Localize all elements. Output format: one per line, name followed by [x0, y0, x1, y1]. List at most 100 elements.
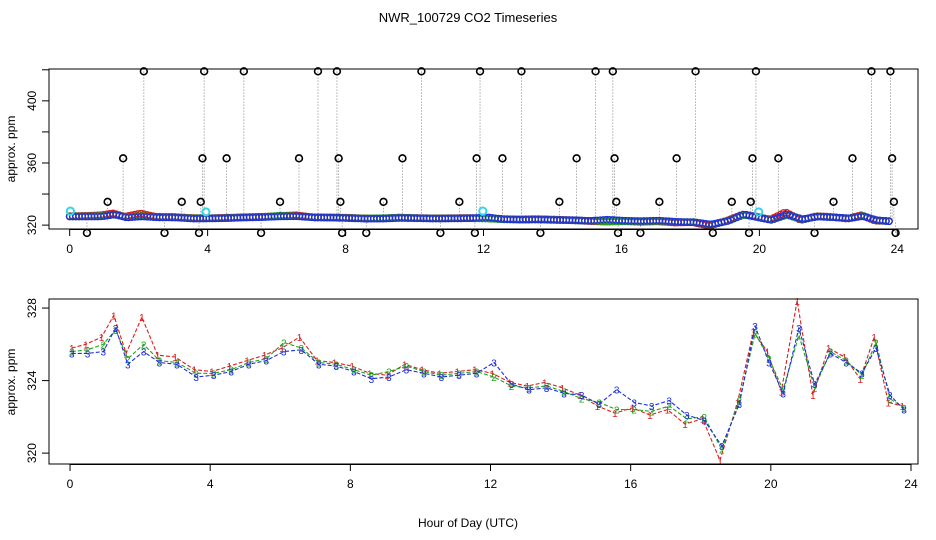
bottom-marker-1: 1: [297, 333, 303, 344]
bottom-marker-1: 1: [842, 353, 848, 364]
bottom-x-tick-label: 24: [904, 477, 918, 491]
bottom-x-tick-label: 12: [484, 477, 498, 491]
bottom-marker-2: 2: [299, 344, 305, 355]
top-open-circle: [194, 228, 204, 238]
top-open-circle: [196, 197, 205, 207]
top-open-circle: [848, 154, 857, 163]
bottom-plot-frame: [48, 298, 919, 465]
bottom-marker-3: 3: [873, 344, 879, 355]
top-open-circle: [275, 197, 285, 207]
bottom-marker-1: 1: [279, 344, 285, 355]
top-x-tick-label: 8: [342, 242, 349, 256]
top-open-circle: [294, 154, 304, 163]
bottom-marker-2: 2: [796, 331, 802, 342]
top-open-circle: [746, 197, 755, 207]
bottom-marker-2: 2: [780, 386, 786, 397]
bottom-marker-2: 2: [859, 371, 865, 382]
bottom-marker-2: 2: [421, 368, 427, 379]
bottom-marker-1: 1: [826, 344, 832, 355]
bottom-marker-3: 3: [281, 348, 287, 359]
bottom-marker-1: 1: [155, 351, 161, 362]
bottom-marker-3: 3: [828, 349, 834, 360]
bottom-marker-1: 1: [857, 375, 863, 386]
bottom-y-axis-label: approx. ppm: [4, 349, 18, 416]
top-open-circle: [708, 228, 718, 238]
bottom-marker-1: 1: [489, 369, 495, 380]
top-open-circle: [337, 228, 347, 238]
bottom-marker-3: 3: [796, 324, 802, 335]
top-marker-blue: [885, 217, 893, 226]
bottom-marker-2: 2: [193, 369, 199, 380]
top-marker-cyan: [478, 206, 488, 216]
bottom-marker-1: 1: [779, 387, 785, 398]
top-x-tick-label: 16: [615, 242, 629, 256]
bottom-marker-1: 1: [665, 406, 671, 417]
top-open-circle: [417, 67, 426, 76]
bottom-marker-3: 3: [157, 358, 163, 369]
top-open-circle: [118, 154, 128, 163]
bottom-marker-2: 2: [649, 407, 655, 418]
bottom-marker-1: 1: [612, 409, 618, 420]
bottom-marker-2: 2: [752, 329, 758, 340]
bottom-marker-3: 3: [299, 346, 305, 357]
bottom-marker-3: 3: [649, 402, 655, 413]
bottom-marker-2: 2: [887, 395, 893, 406]
bottom-series-line-3: [71, 324, 905, 448]
bottom-marker-1: 1: [717, 456, 723, 467]
bottom-marker-1: 1: [349, 362, 355, 373]
bottom-marker-2: 2: [666, 402, 672, 413]
bottom-marker-2: 2: [631, 406, 637, 417]
bottom-marker-3: 3: [766, 358, 772, 369]
bottom-marker-1: 1: [682, 420, 688, 431]
top-open-circle: [498, 154, 507, 163]
top-y-tick-label: 400: [25, 91, 39, 111]
bottom-marker-2: 2: [386, 368, 392, 379]
bottom-marker-1: 1: [595, 402, 601, 413]
bottom-x-tick-label: 0: [67, 477, 74, 491]
bottom-marker-1: 1: [765, 348, 771, 359]
top-open-circle: [379, 197, 388, 207]
bottom-marker-2: 2: [85, 346, 91, 357]
bottom-marker-2: 2: [491, 373, 497, 384]
bottom-marker-3: 3: [101, 348, 107, 359]
bottom-marker-3: 3: [404, 366, 410, 377]
bottom-marker-2: 2: [369, 371, 375, 382]
top-open-circle: [256, 228, 266, 238]
top-x-tick-label: 12: [477, 242, 491, 256]
top-open-circle: [336, 197, 345, 207]
top-open-circle: [239, 67, 249, 76]
bottom-marker-2: 2: [113, 326, 119, 337]
top-open-circle: [160, 228, 169, 238]
top-x-tick-label: 4: [204, 242, 211, 256]
bottom-marker-3: 3: [752, 322, 758, 333]
bottom-marker-3: 3: [246, 360, 252, 371]
top-open-circle: [608, 67, 618, 76]
bottom-marker-3: 3: [901, 406, 907, 417]
bottom-marker-3: 3: [125, 360, 131, 371]
bottom-marker-3: 3: [544, 384, 550, 395]
bottom-marker-1: 1: [700, 415, 706, 426]
bottom-y-tick-label: 320: [25, 443, 39, 463]
top-open-circle: [332, 67, 342, 76]
bottom-marker-1: 1: [262, 351, 268, 362]
bottom-marker-1: 1: [172, 353, 178, 364]
bottom-marker-2: 2: [439, 371, 445, 382]
bottom-y-tick-label: 324: [25, 370, 39, 390]
top-open-circle: [672, 154, 681, 163]
top-open-circle: [774, 154, 783, 163]
bottom-x-tick-label: 4: [207, 477, 214, 491]
top-open-circle: [199, 67, 209, 76]
bottom-marker-1: 1: [577, 391, 583, 402]
bottom-marker-3: 3: [509, 380, 515, 391]
top-open-circle: [727, 197, 736, 207]
top-open-circle: [177, 197, 186, 207]
bottom-marker-2: 2: [579, 395, 585, 406]
bottom-marker-2: 2: [509, 382, 515, 393]
top-x-tick-label: 24: [891, 242, 905, 256]
top-marker-cyan: [754, 207, 764, 217]
bottom-marker-3: 3: [701, 416, 707, 427]
bottom-marker-1: 1: [139, 313, 145, 324]
top-open-circle: [810, 228, 819, 238]
bottom-x-tick-label: 16: [624, 477, 638, 491]
